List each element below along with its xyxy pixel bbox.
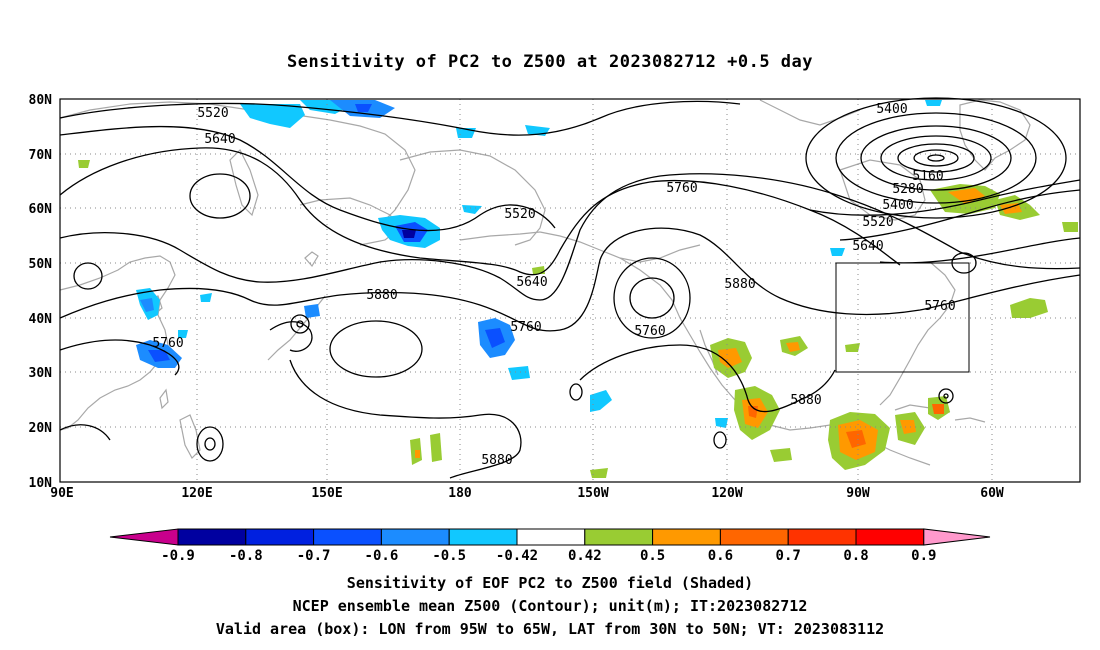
colorbar-segment [313,528,382,546]
latitude-labels: 80N 70N 60N 50N 40N 30N 20N 10N [29,93,53,491]
colorbar-segment [584,528,654,546]
colorbar-segment [448,528,518,546]
colorbar-label: -0.42 [496,548,538,564]
colorbar-label: -0.6 [365,548,399,564]
lat-label: 30N [29,366,53,381]
longitude-labels: 90E 120E 150E 180 150W 120W 90W 60W [50,486,1004,501]
contour-label: 5880 [790,393,821,408]
lon-label: 120W [711,486,742,501]
colorbar-segment [719,528,789,546]
contour-label: 5880 [366,288,397,303]
lon-label: 150W [577,486,608,501]
contour-label: 5880 [481,453,512,468]
contour-label: 5640 [852,239,883,254]
lat-label: 80N [29,93,53,108]
colorbar-label: -0.9 [161,548,195,564]
contour-label: 5520 [862,215,893,230]
colorbar-segment [787,528,857,546]
colorbar-label: 0.5 [640,548,665,564]
footer-line-2: NCEP ensemble mean Z500 (Contour); unit(… [292,597,808,615]
valid-area-box [835,262,970,373]
colorbar-label: 0.8 [843,548,868,564]
lat-label: 50N [29,257,53,272]
footer-line-3: Valid area (box): LON from 95W to 65W, L… [215,620,885,638]
sensitivity-shading [78,100,1078,478]
colorbar-label: 0.6 [708,548,733,564]
contour-label: 5640 [516,275,547,290]
colorbar-segment [245,528,315,546]
lat-label: 20N [29,421,53,436]
contour-label: 5400 [882,198,913,213]
lat-label: 70N [29,148,53,163]
map-frame [59,98,1081,483]
colorbar-segment [516,528,586,546]
colorbar-label: 0.9 [911,548,936,564]
colorbar: -0.9 -0.8 -0.7 -0.6 -0.5 -0.42 0.42 0.5 0.6 0.7 0.… [109,528,991,564]
lat-label: 40N [29,312,53,327]
colorbar-label: -0.5 [432,548,466,564]
colorbar-segment [177,528,247,546]
lon-label: 60W [980,486,1004,501]
contour-label: 5160 [912,169,943,184]
lon-label: 150E [311,486,342,501]
contour-label: 5520 [197,106,228,121]
colorbar-label: 0.42 [568,548,602,564]
colorbar-segment [652,528,721,546]
colorbar-low-arrow [109,528,179,546]
colorbar-segment [380,528,450,546]
contour-label: 5880 [724,277,755,292]
contour-label: 5520 [504,207,535,222]
contour-label: 5760 [152,336,183,351]
colorbar-high-arrow [923,528,991,546]
colorbar-label: 0.7 [776,548,801,564]
map-title: Sensitivity of PC2 to Z500 at 2023082712… [286,52,813,72]
gridlines [60,99,1080,482]
lon-label: 90W [846,486,870,501]
contour-label: 5760 [634,324,665,339]
contour-label: 5400 [876,102,907,117]
map-panel: 5520 5640 5520 5640 5760 5880 5760 5640 … [59,97,1081,483]
contour-label: 5760 [666,181,697,196]
footer-line-1: Sensitivity of EOF PC2 to Z500 field (Sh… [346,574,754,592]
contour-label: 5640 [204,132,235,147]
colorbar-label: -0.8 [229,548,263,564]
lon-label: 120E [181,486,212,501]
contour-label: 5280 [892,182,923,197]
contour-labels: 5520 5640 5520 5640 5760 5880 5760 5640 … [152,102,955,468]
contour-label: 5760 [924,299,955,314]
contour-label: 5760 [510,320,541,335]
colorbar-segment [855,528,925,546]
colorbar-label: -0.7 [297,548,331,564]
lon-label: 180 [448,486,472,501]
lat-label: 60N [29,202,53,217]
lat-label: 10N [29,476,53,491]
lon-label: 90E [50,486,73,501]
